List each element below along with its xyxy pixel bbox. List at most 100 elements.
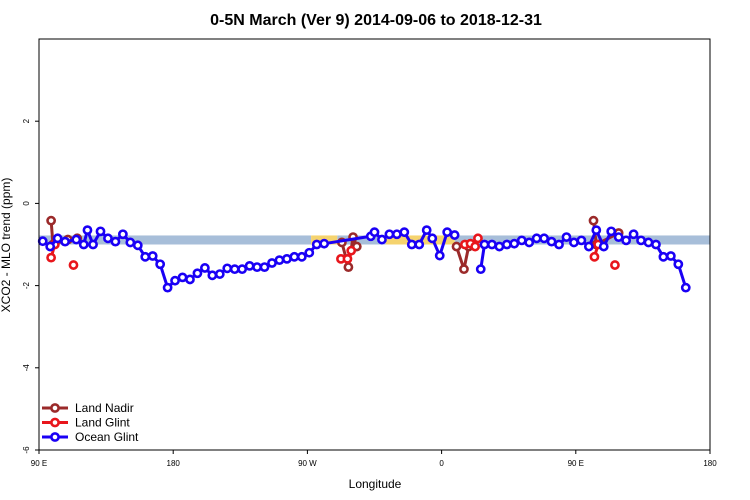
data-point-ocean-glint-0-29 (252, 262, 262, 273)
trend-band-0-0 (39, 235, 312, 245)
data-point-ocean-glint-1-1 (479, 239, 490, 250)
series-ocean-glint (37, 225, 691, 293)
data-point-land-nadir-3-0 (588, 215, 599, 226)
x-axis: 90 E 180 90 W 0 90 E 180 (31, 450, 717, 468)
data-point-ocean-glint-0-43 (391, 229, 402, 240)
data-point-ocean-glint-0-4 (71, 234, 82, 245)
data-point-ocean-glint-0-47 (421, 225, 432, 236)
data-point-land-glint-4-0 (589, 251, 600, 262)
chart-title: 0-5N March (Ver 9) 2014-09-06 to 2018-12… (210, 12, 542, 29)
y-tick-label-0: -6 (22, 446, 31, 454)
data-point-ocean-glint-0-41 (377, 234, 387, 245)
data-point-ocean-glint-0-14 (140, 251, 151, 262)
data-point-ocean-glint-0-18 (170, 275, 180, 286)
data-point-ocean-glint-0-48 (427, 233, 438, 244)
data-point-ocean-glint-0-36 (304, 247, 315, 258)
data-point-land-glint-0-0 (46, 252, 57, 263)
data-point-ocean-glint-1-21 (628, 229, 639, 240)
data-point-ocean-glint-0-31 (267, 258, 277, 268)
data-point-ocean-glint-1-22 (636, 235, 646, 246)
data-point-ocean-glint-1-19 (613, 232, 624, 243)
data-point-land-glint-3-3 (473, 233, 483, 244)
legend-marker-land-nadir (50, 403, 60, 413)
data-point-land-nadir-2-0 (451, 241, 462, 252)
data-point-ocean-glint-1-6 (516, 235, 527, 246)
data-point-ocean-glint-1-24 (651, 239, 661, 250)
data-point-ocean-glint-0-32 (274, 255, 285, 266)
data-point-ocean-glint-1-14 (576, 235, 587, 246)
data-point-ocean-glint-0-27 (237, 264, 248, 275)
plot-frame (38, 38, 711, 451)
data-point-ocean-glint-0-42 (384, 229, 395, 240)
data-point-ocean-glint-0-11 (117, 229, 128, 240)
y-tick-label-4: 2 (22, 118, 31, 123)
data-point-ocean-glint-0-17 (162, 282, 173, 293)
data-point-ocean-glint-0-3 (60, 236, 70, 247)
data-point-ocean-glint-1-13 (569, 237, 579, 248)
data-point-land-glint-2-2 (346, 245, 357, 256)
data-point-land-nadir-2-1 (459, 264, 469, 275)
legend-marker-ocean-glint (50, 432, 60, 442)
data-point-ocean-glint-1-27 (673, 259, 684, 270)
data-point-ocean-glint-0-40 (369, 227, 380, 238)
data-point-ocean-glint-0-22 (199, 263, 210, 273)
data-point-land-glint-3-2 (470, 241, 481, 252)
data-point-ocean-glint-0-13 (132, 240, 143, 251)
x-tick-label-1: 180 (167, 459, 181, 468)
data-point-ocean-glint-1-2 (487, 239, 497, 250)
data-point-ocean-glint-0-10 (110, 236, 121, 247)
data-point-ocean-glint-1-7 (524, 237, 535, 248)
x-tick-label-5: 180 (703, 459, 717, 468)
data-point-ocean-glint-1-4 (501, 239, 512, 250)
data-point-ocean-glint-0-1 (45, 241, 56, 252)
legend-label-land-nadir: Land Nadir (75, 401, 134, 415)
x-tick-label-2: 90 W (298, 459, 317, 468)
data-point-land-nadir-0-0 (46, 215, 57, 226)
data-point-ocean-glint-0-51 (449, 230, 460, 240)
data-point-ocean-glint-1-17 (598, 241, 609, 252)
trend-band-0-1 (337, 235, 386, 245)
data-point-ocean-glint-0-19 (177, 272, 188, 283)
data-point-ocean-glint-0-23 (207, 270, 218, 281)
data-point-ocean-glint-0-30 (259, 262, 270, 273)
series-land-glint (46, 233, 620, 270)
series-lines (37, 215, 691, 293)
legend-label-ocean-glint: Ocean Glint (75, 430, 139, 444)
data-point-ocean-glint-1-15 (583, 241, 594, 252)
data-point-ocean-glint-1-3 (494, 241, 505, 252)
data-point-land-glint-1-0 (68, 260, 79, 270)
data-point-ocean-glint-0-38 (319, 238, 330, 249)
data-point-ocean-glint-0-5 (78, 239, 89, 250)
data-point-ocean-glint-0-16 (155, 259, 166, 270)
data-point-ocean-glint-1-20 (621, 235, 632, 246)
data-point-land-nadir-1-1 (343, 262, 354, 273)
data-point-ocean-glint-0-35 (296, 251, 307, 262)
data-point-ocean-glint-0-24 (214, 269, 225, 279)
data-point-ocean-glint-0-7 (88, 239, 98, 250)
data-point-ocean-glint-1-11 (554, 239, 564, 250)
data-point-ocean-glint-1-28 (680, 282, 691, 293)
y-tick-label-2: -2 (22, 281, 31, 289)
data-point-ocean-glint-0-37 (311, 239, 322, 250)
y-axis-label: XCO2 - MLO trend (ppm) (0, 178, 13, 313)
data-point-ocean-glint-0-26 (229, 264, 240, 275)
y-tick-label-1: -4 (22, 364, 31, 372)
data-point-ocean-glint-0-50 (442, 227, 453, 238)
data-point-ocean-glint-0-33 (281, 253, 292, 264)
data-point-ocean-glint-1-25 (658, 251, 669, 262)
data-point-ocean-glint-1-0 (475, 264, 486, 275)
data-point-ocean-glint-0-28 (244, 260, 255, 271)
x-tick-label-4: 90 E (568, 459, 584, 468)
data-point-ocean-glint-1-12 (561, 232, 572, 243)
data-point-ocean-glint-1-8 (531, 233, 542, 244)
legend-label-land-glint: Land Glint (75, 416, 130, 430)
data-point-ocean-glint-0-8 (95, 226, 106, 237)
data-point-ocean-glint-1-10 (546, 236, 557, 247)
data-point-ocean-glint-0-15 (147, 251, 158, 261)
data-point-ocean-glint-0-45 (406, 239, 417, 250)
data-point-ocean-glint-0-20 (185, 274, 195, 285)
data-point-ocean-glint-0-25 (222, 263, 233, 274)
data-point-ocean-glint-0-2 (52, 233, 63, 244)
